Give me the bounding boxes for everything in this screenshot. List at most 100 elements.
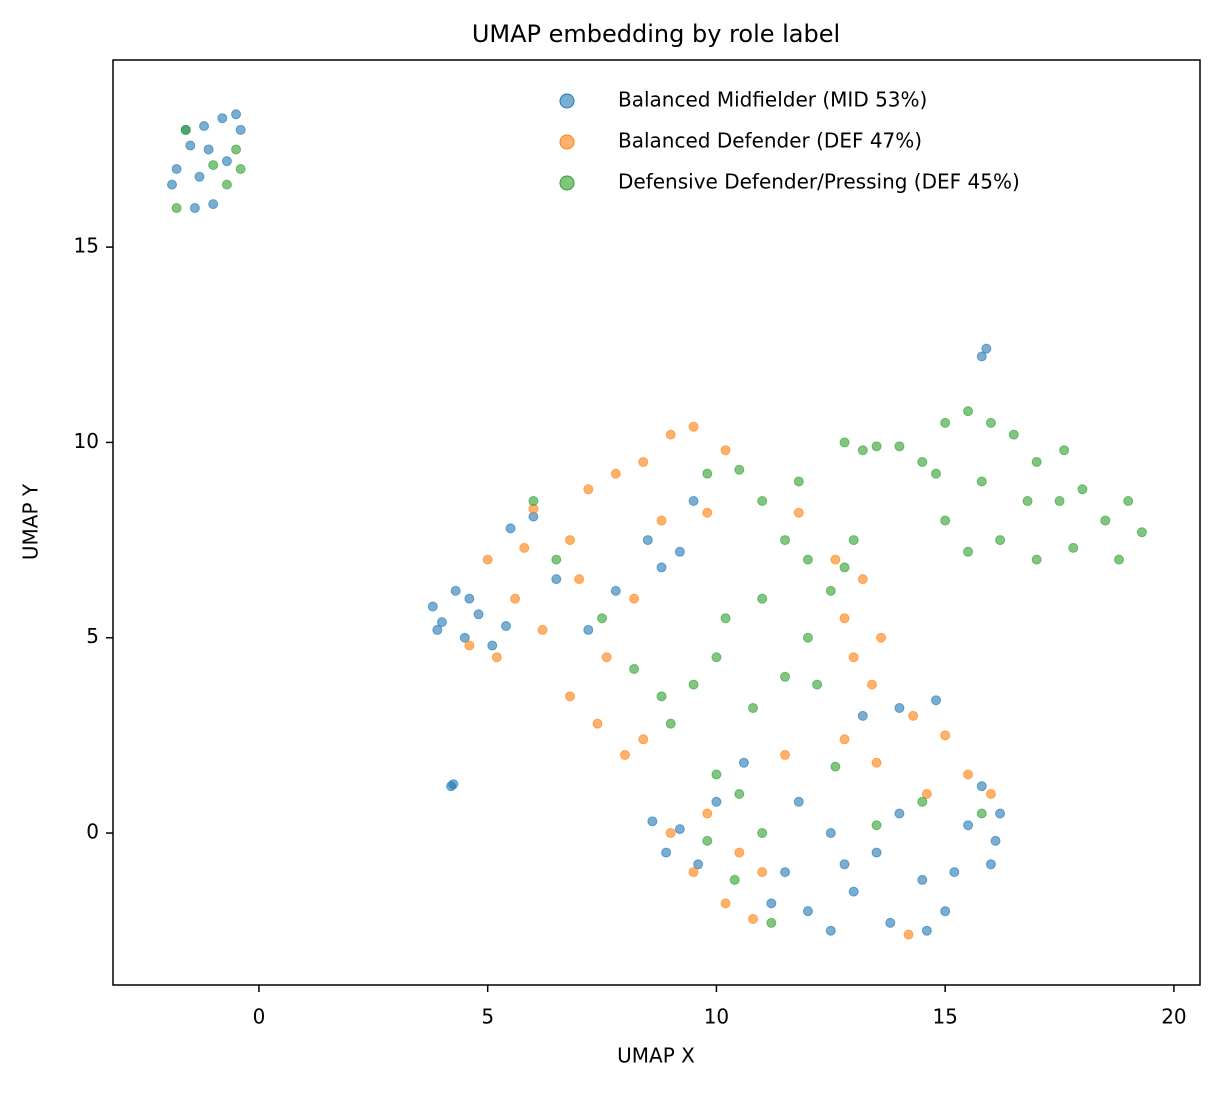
point [519,542,530,553]
point [203,144,214,155]
point [985,417,996,428]
point [949,867,960,878]
y-axis-label: UMAP Y [19,483,43,560]
point [839,613,850,624]
point [610,585,621,596]
point [734,847,745,858]
point [1031,456,1042,467]
point [583,624,594,635]
point [885,917,896,928]
point [674,824,685,835]
point [167,179,178,190]
point [738,757,749,768]
point [921,925,932,936]
point [1059,445,1070,456]
point [940,906,951,917]
point [597,613,608,624]
point [235,124,246,135]
point [825,828,836,839]
point [482,554,493,565]
point [221,156,232,167]
point [427,601,438,612]
point [665,429,676,440]
point [450,585,461,596]
point [583,484,594,495]
legend-marker [559,134,575,150]
point [963,820,974,831]
point [780,671,791,682]
point [802,554,813,565]
point [711,769,722,780]
x-tick-label: 15 [932,1005,957,1029]
point [857,710,868,721]
point [656,515,667,526]
point [194,171,205,182]
point [688,421,699,432]
point [665,718,676,729]
point [208,160,219,171]
point [459,632,470,643]
point [629,593,640,604]
x-axis-label: UMAP X [617,1044,695,1068]
point [839,859,850,870]
point [1123,496,1134,507]
point [720,613,731,624]
point [510,593,521,604]
point [487,640,498,651]
y-tick-label: 10 [74,429,99,453]
point [235,163,246,174]
point [976,808,987,819]
point [866,679,877,690]
point [931,468,942,479]
point [1136,527,1147,538]
point [825,925,836,936]
point [857,445,868,456]
point [748,703,759,714]
point [473,609,484,620]
point [720,445,731,456]
point [780,867,791,878]
point [432,624,443,635]
point [976,781,987,792]
point [1100,515,1111,526]
point [688,679,699,690]
point [839,562,850,573]
chart-title: UMAP embedding by role label [472,20,840,48]
point [1068,542,1079,553]
point [976,351,987,362]
point [995,535,1006,546]
point [231,144,242,155]
point [448,779,459,790]
legend-label: Defensive Defender/Pressing (DEF 45%) [618,170,1020,194]
point [221,179,232,190]
point [505,523,516,534]
plot-frame [112,59,1201,986]
point [995,808,1006,819]
point [711,652,722,663]
point [766,917,777,928]
point [802,906,813,917]
point [903,929,914,940]
point [217,113,228,124]
point [610,468,621,479]
point [565,691,576,702]
x-tick-label: 0 [253,1005,266,1029]
point [985,859,996,870]
point [551,574,562,585]
point [757,496,768,507]
point [848,886,859,897]
point [436,617,447,628]
point [917,874,928,885]
legend-marker [559,93,575,109]
point [793,476,804,487]
point [729,874,740,885]
legend-marker [559,175,575,191]
point [757,828,768,839]
point [185,140,196,151]
point [208,199,219,210]
point [537,624,548,635]
legend-label: Balanced Defender (DEF 47%) [618,129,922,153]
point [793,796,804,807]
point [574,574,585,585]
point [780,535,791,546]
